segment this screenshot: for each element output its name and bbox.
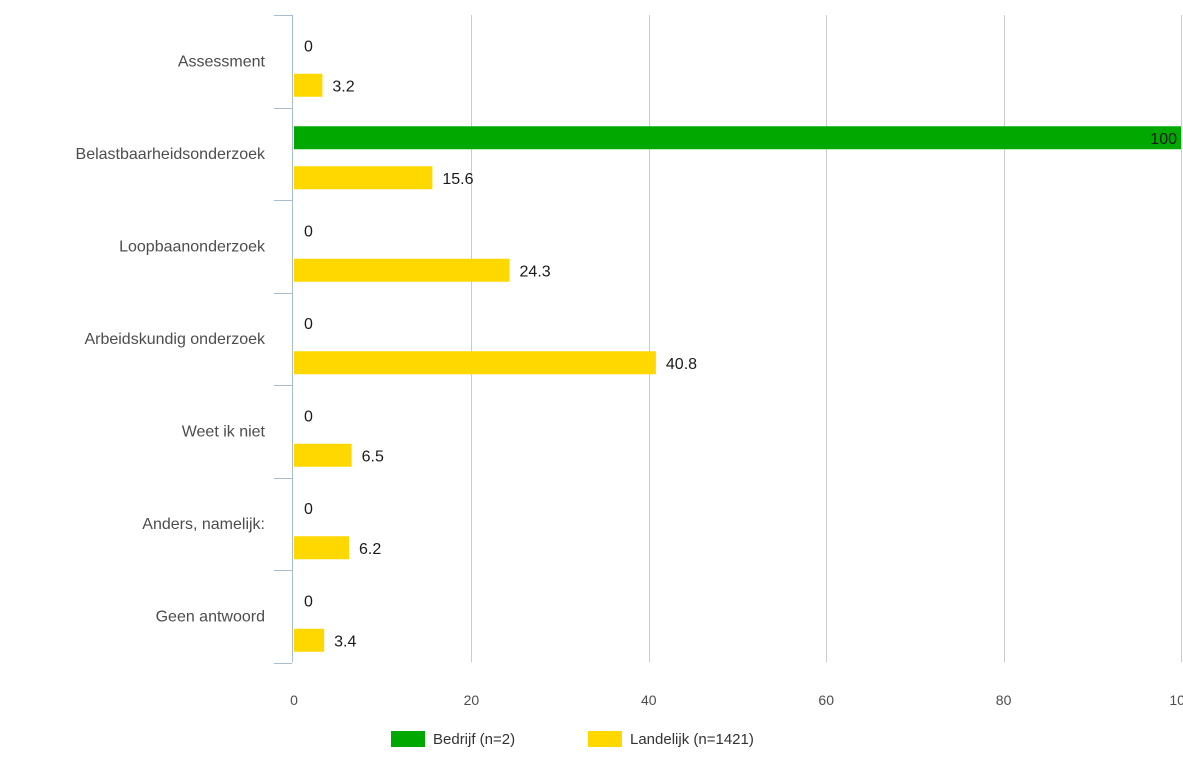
- x-tick-label: 60: [818, 692, 834, 708]
- legend-swatch: [588, 731, 622, 747]
- x-tick-label: 0: [290, 692, 298, 708]
- value-label: 0: [304, 223, 313, 240]
- x-tick-label: 80: [996, 692, 1012, 708]
- x-axis-tick-labels: 0 20 40 60 80 100: [290, 692, 1183, 708]
- value-label: 3.4: [334, 633, 356, 650]
- value-label: 0: [304, 593, 313, 610]
- legend-label: Landelijk (n=1421): [630, 731, 754, 748]
- value-label: 6.5: [362, 448, 384, 465]
- category-label: Geen antwoord: [156, 608, 265, 625]
- legend-item[interactable]: Bedrijf (n=2): [391, 731, 515, 748]
- value-label: 40.8: [666, 356, 697, 373]
- legend[interactable]: Bedrijf (n=2) Landelijk (n=1421): [391, 731, 754, 748]
- y-axis: [274, 15, 293, 664]
- category-label: Arbeidskundig onderzoek: [84, 331, 266, 348]
- bar[interactable]: [294, 536, 349, 560]
- value-label: 0: [304, 38, 313, 55]
- category-label: Belastbaarheidsonderzoek: [76, 146, 266, 163]
- category-label: Weet ik niet: [182, 423, 266, 440]
- category-label: Anders, namelijk:: [142, 516, 265, 533]
- value-label: 6.2: [359, 541, 381, 558]
- value-label: 24.3: [520, 263, 551, 280]
- legend-swatch: [391, 731, 425, 747]
- grid-lines: [471, 15, 1182, 663]
- bar[interactable]: [294, 73, 323, 97]
- bar[interactable]: [294, 126, 1181, 150]
- bar[interactable]: [294, 166, 433, 190]
- bars: [294, 73, 1181, 652]
- bar[interactable]: [294, 258, 510, 282]
- legend-label: Bedrijf (n=2): [433, 731, 515, 748]
- x-tick-label: 40: [641, 692, 657, 708]
- value-labels: 0 3.2 100 15.6 0 24.3 0 40.8 0 6.5 0 6.2 0 3.4: [304, 38, 1177, 650]
- category-labels: Assessment Belastbaarheidsonderzoek Loopba…: [76, 53, 266, 625]
- bar[interactable]: [294, 628, 325, 652]
- x-tick-label: 20: [464, 692, 480, 708]
- value-label: 0: [304, 316, 313, 333]
- legend-item[interactable]: Landelijk (n=1421): [588, 731, 754, 748]
- category-label: Assessment: [178, 53, 266, 70]
- value-label: 0: [304, 408, 313, 425]
- value-label: 3.2: [332, 78, 354, 95]
- value-label: 15.6: [442, 171, 473, 188]
- x-tick-label: 100: [1169, 692, 1183, 708]
- value-label: 100: [1150, 131, 1177, 148]
- bar[interactable]: [294, 443, 352, 467]
- bar[interactable]: [294, 351, 656, 375]
- value-label: 0: [304, 501, 313, 518]
- category-label: Loopbaanonderzoek: [119, 238, 266, 255]
